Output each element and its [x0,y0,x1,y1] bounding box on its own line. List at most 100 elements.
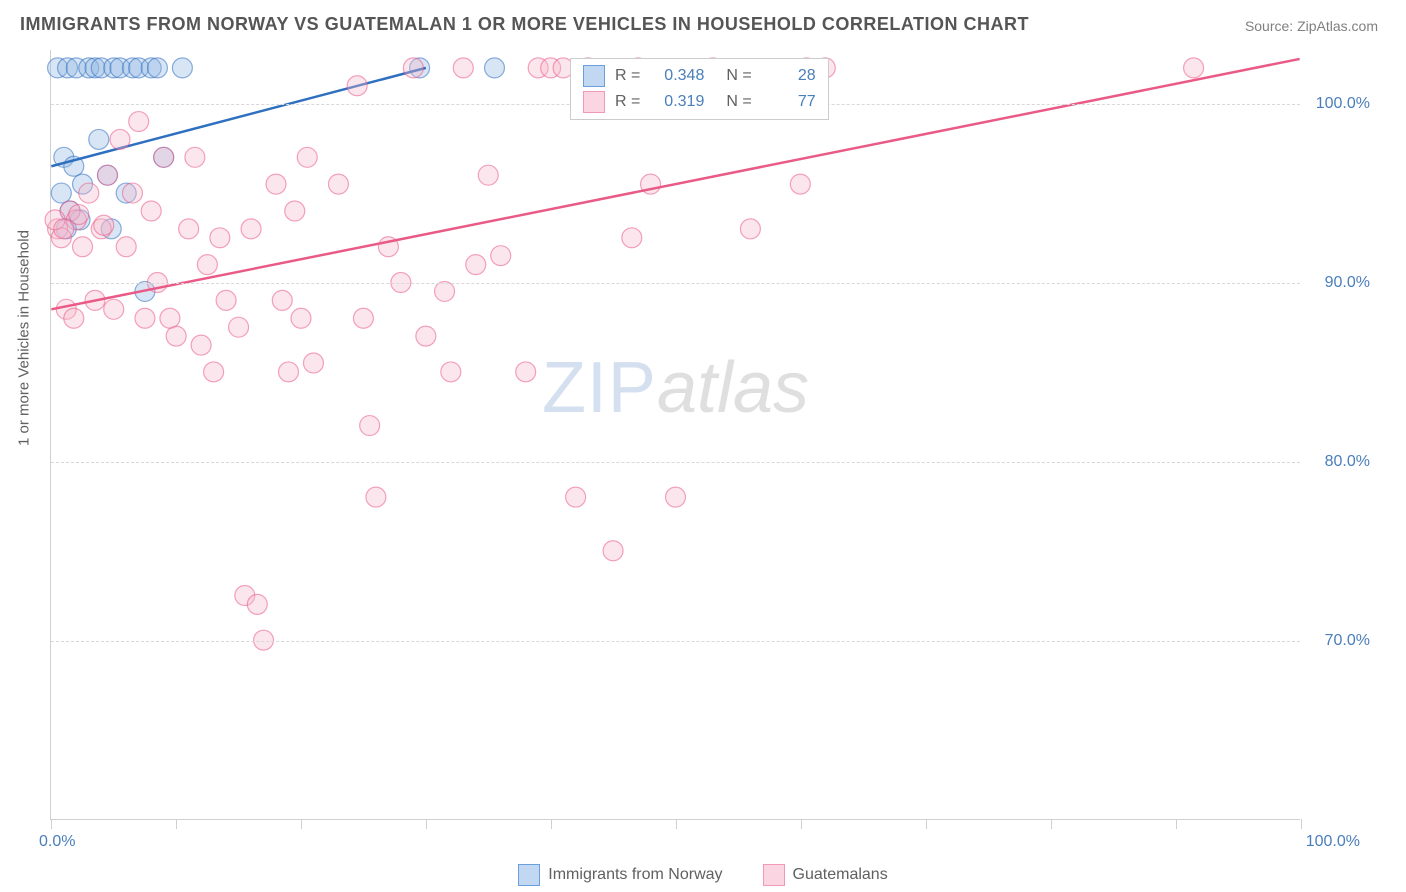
series-legend: Immigrants from Norway Guatemalans [0,864,1406,886]
trend-line [51,68,426,166]
data-point [516,362,536,382]
data-point [147,58,167,78]
legend-label: Guatemalans [793,866,888,884]
r-value: 0.348 [650,67,704,85]
source-value: ZipAtlas.com [1297,18,1378,34]
r-label: R = [615,67,640,85]
data-point [303,353,323,373]
data-point [622,228,642,248]
data-point [216,290,236,310]
legend-swatch [763,864,785,886]
data-point [129,112,149,132]
data-point [603,541,623,561]
data-point [51,183,71,203]
data-point [347,76,367,96]
data-point [89,129,109,149]
data-point [94,215,114,235]
data-point [478,165,498,185]
data-point [740,219,760,239]
data-point [197,255,217,275]
data-point [229,317,249,337]
data-point [69,205,89,225]
chart-title: IMMIGRANTS FROM NORWAY VS GUATEMALAN 1 O… [20,14,1029,35]
data-point [135,308,155,328]
data-point [141,201,161,221]
y-tick-label: 80.0% [1325,453,1370,471]
legend-swatch [583,91,605,113]
data-point [73,237,93,257]
y-axis-title: 1 or more Vehicles in Household [16,230,33,446]
n-label: N = [726,67,751,85]
plot-area: ZIPatlas 0.0% 100.0% 70.0%80.0%90.0%100.… [50,50,1300,820]
x-tick [301,819,302,829]
legend-label: Immigrants from Norway [548,866,722,884]
grid-line [51,641,1300,642]
legend-item: Guatemalans [763,864,888,886]
legend-corr-row: R = 0.348 N = 28 [579,63,820,89]
data-point [172,58,192,78]
data-point [366,487,386,507]
r-value: 0.319 [650,93,704,111]
data-point [64,308,84,328]
legend-swatch [518,864,540,886]
data-point [453,58,473,78]
x-tick [801,819,802,829]
grid-line [51,283,1300,284]
legend-corr-row: R = 0.319 N = 77 [579,89,820,115]
data-point [790,174,810,194]
data-point [185,147,205,167]
data-point [441,362,461,382]
x-tick [176,819,177,829]
r-label: R = [615,93,640,111]
legend-swatch [583,65,605,87]
data-point [116,237,136,257]
x-tick [551,819,552,829]
x-tick [1051,819,1052,829]
x-tick [426,819,427,829]
data-point [491,246,511,266]
x-axis-right-label: 100.0% [1306,833,1360,851]
data-point [297,147,317,167]
data-point [416,326,436,346]
correlation-legend: R = 0.348 N = 28 R = 0.319 N = 77 [570,58,829,120]
n-label: N = [726,93,751,111]
data-point [328,174,348,194]
x-tick [51,819,52,829]
data-point [666,487,686,507]
data-point [1184,58,1204,78]
x-tick [1176,819,1177,829]
y-tick-label: 70.0% [1325,632,1370,650]
x-tick [926,819,927,829]
data-point [566,487,586,507]
data-point [79,183,99,203]
data-point [210,228,230,248]
data-point [466,255,486,275]
data-point [435,281,455,301]
n-value: 28 [762,67,816,85]
source-label: Source: [1245,18,1297,34]
data-point [279,362,299,382]
data-point [484,58,504,78]
y-tick-label: 100.0% [1316,95,1370,113]
data-point [166,326,186,346]
data-point [272,290,292,310]
data-point [104,299,124,319]
n-value: 77 [762,93,816,111]
data-point [204,362,224,382]
data-point [110,129,130,149]
y-tick-label: 90.0% [1325,274,1370,292]
x-tick [1301,819,1302,829]
data-point [353,308,373,328]
legend-item: Immigrants from Norway [518,864,722,886]
data-point [266,174,286,194]
data-point [160,308,180,328]
data-point [154,147,174,167]
source-attribution: Source: ZipAtlas.com [1245,18,1378,34]
data-point [291,308,311,328]
grid-line [51,462,1300,463]
data-point [191,335,211,355]
x-axis-left-label: 0.0% [39,833,75,851]
data-point [285,201,305,221]
data-point [403,58,423,78]
data-point [241,219,261,239]
